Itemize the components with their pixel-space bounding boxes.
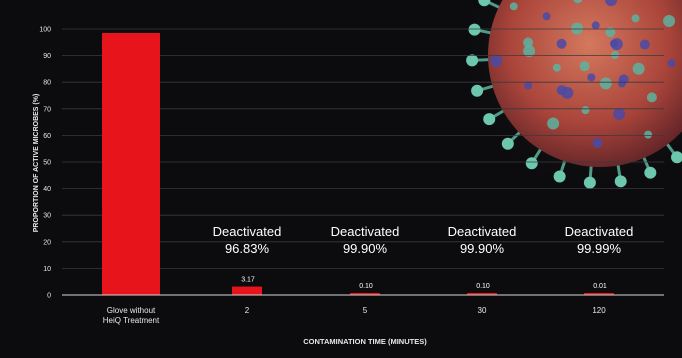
x-tick-label: 5 (363, 306, 368, 315)
y-tick-label: 100 (39, 27, 51, 34)
annotation-percent: 99.90% (460, 241, 505, 256)
data-label: 0.10 (359, 283, 373, 290)
bar (350, 293, 380, 295)
virus-spike-head (671, 151, 682, 164)
virus-surface-dot (646, 92, 657, 103)
virus-spike-head (614, 175, 627, 188)
y-tick-label: 60 (43, 133, 51, 140)
virus-spike-head (644, 166, 657, 179)
bar (584, 293, 614, 295)
bars (102, 32, 614, 296)
virus-surface-dot (587, 73, 596, 82)
virus-surface-dot (609, 39, 618, 48)
y-tick-label: 0 (47, 293, 51, 300)
annotation-title: Deactivated (331, 224, 400, 239)
x-tick-label: 120 (592, 306, 606, 315)
annotations: Deactivated 96.83% Deactivated 99.90% Deacti… (213, 224, 634, 256)
x-tick-label: 30 (478, 306, 487, 315)
virus-spike-head (471, 84, 484, 97)
virus-spike-head (478, 0, 491, 7)
x-tick-label: 2 (245, 306, 250, 315)
x-axis-label: CONTAMINATION TIME (MINUTES) (303, 337, 427, 346)
y-tick-label: 40 (43, 186, 51, 193)
annotation-title: Deactivated (448, 224, 517, 239)
virus-surface-dot (573, 0, 583, 4)
x-tick-label: HeiQ Treatment (103, 316, 160, 325)
virus-spike-head (553, 170, 566, 183)
virus-surface-dot (579, 61, 590, 72)
bar (467, 293, 497, 295)
y-tick-label: 10 (43, 266, 51, 273)
virus-surface-dot (581, 106, 590, 115)
y-tick-label: 50 (43, 160, 51, 167)
virus-surface-dot (542, 12, 551, 21)
virus-spike-head (525, 157, 538, 170)
x-tick-label: Glove without (107, 306, 156, 315)
virus-surface-dot (639, 39, 650, 50)
virus-spike-head (483, 113, 496, 126)
y-axis-label: PROPORTION OF ACTIVE MICROBES (%) (33, 94, 40, 233)
virus-spike-head (468, 23, 481, 36)
virus-surface-dot (509, 2, 518, 11)
virus-surface-dot (571, 22, 584, 35)
virus-surface-dot (613, 107, 626, 120)
y-tick-label: 80 (43, 80, 51, 87)
data-labels: 3.17 0.10 0.10 0.01 (241, 277, 607, 290)
data-label: 0.01 (593, 283, 607, 290)
bar (232, 286, 262, 295)
virus-surface-dot (592, 137, 603, 148)
virus-surface-dot (605, 0, 618, 7)
virus-spike-head (501, 137, 514, 150)
virus-surface-dot (611, 51, 619, 59)
annotation-title: Deactivated (213, 224, 282, 239)
data-label: 0.10 (476, 283, 490, 290)
virus-spike-head (466, 54, 479, 67)
y-axis-ticks: 0 10 20 30 40 50 60 70 80 90 100 (39, 27, 51, 300)
virus-surface-dot (552, 63, 561, 72)
virus-surface-dot (561, 86, 574, 99)
data-label: 3.17 (241, 277, 255, 284)
virus-surface-dot (523, 37, 534, 48)
annotation-title: Deactivated (565, 224, 634, 239)
virus-surface-dot (663, 14, 676, 27)
y-tick-label: 20 (43, 239, 51, 246)
virus-surface-dot (632, 62, 645, 75)
annotation-percent: 99.99% (577, 241, 622, 256)
virus-illustration (450, 0, 682, 205)
annotation-percent: 96.83% (225, 241, 270, 256)
virus-surface-dot (605, 27, 616, 38)
virus-surface-dot (556, 38, 567, 49)
y-tick-label: 70 (43, 106, 51, 113)
virus-spike-head (583, 176, 596, 189)
virus-surface-dot (644, 130, 653, 139)
virus-surface-dot (591, 21, 600, 30)
y-tick-label: 90 (43, 53, 51, 60)
annotation-percent: 99.90% (343, 241, 388, 256)
y-tick-label: 30 (43, 213, 51, 220)
bar (102, 32, 160, 296)
virus-surface-dot (524, 81, 533, 90)
virus-surface-dot (490, 54, 503, 67)
virus-surface-dot (631, 14, 640, 23)
virus-surface-dot (618, 74, 629, 85)
grid-lines (62, 28, 664, 269)
virus-surface-dot (547, 117, 560, 130)
virus-surface-dot (667, 59, 676, 68)
virus-surface-dot (523, 45, 536, 58)
virus-surface-dot (599, 77, 612, 90)
